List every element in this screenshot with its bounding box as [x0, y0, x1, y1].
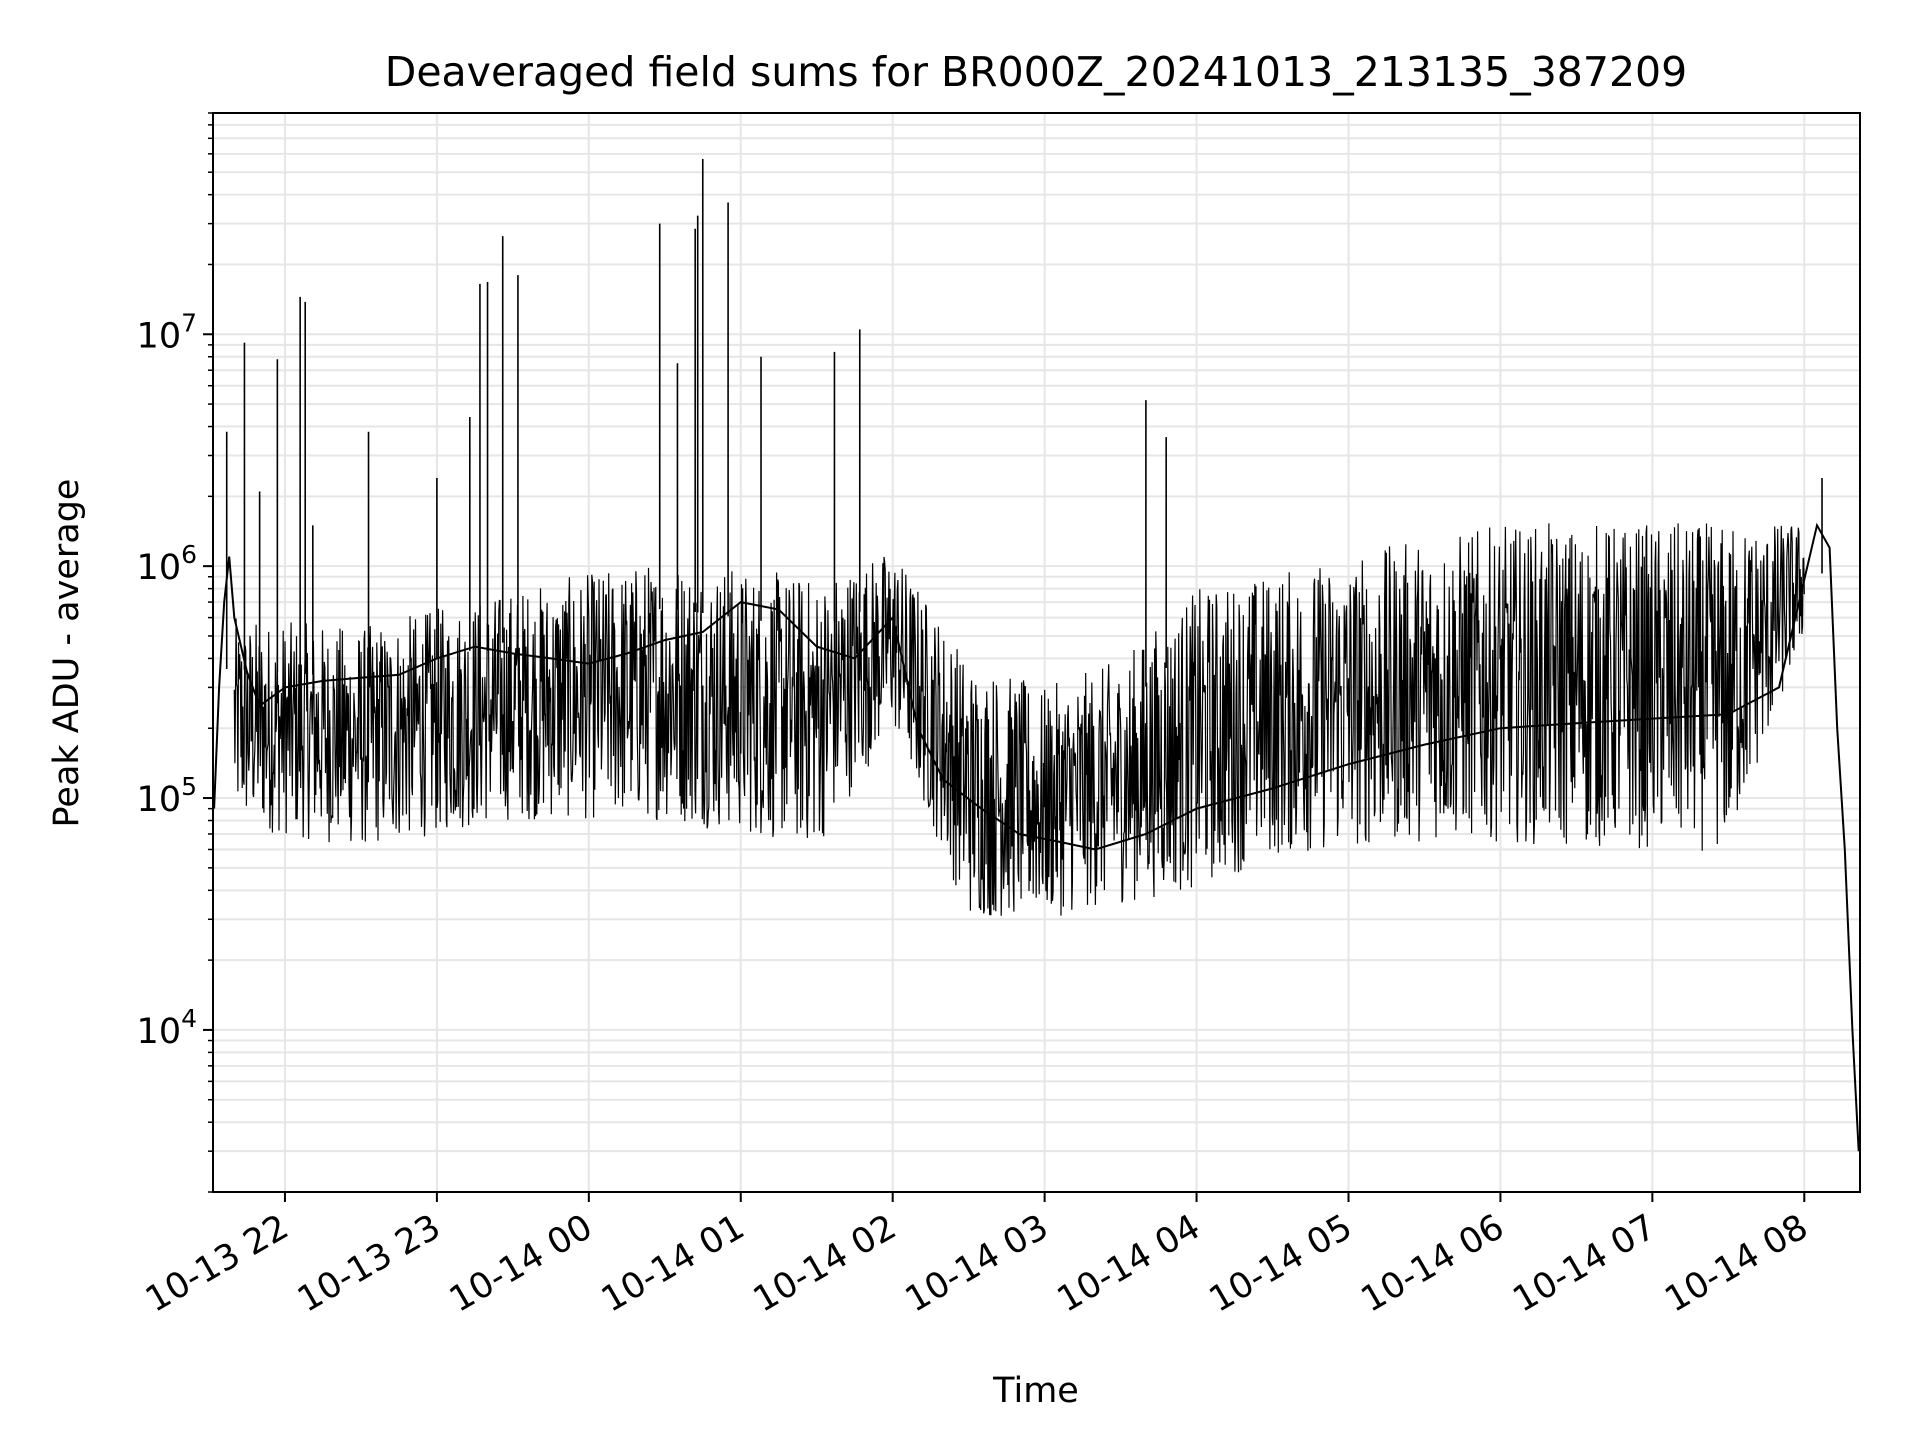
y-tick-label: 105 [137, 772, 197, 820]
y-tick-label: 107 [137, 308, 197, 356]
y-axis-label: Peak ADU - average [47, 479, 87, 828]
series-noise-band [233, 523, 1805, 916]
chart-title: Deaveraged field sums for BR000Z_2024101… [385, 48, 1687, 96]
series-line [213, 522, 1860, 1152]
y-tick-label: 104 [137, 1004, 197, 1052]
y-tick-label: 106 [137, 540, 197, 588]
x-axis-label: Time [992, 1371, 1079, 1411]
plot-area-frame [212, 112, 1861, 1193]
